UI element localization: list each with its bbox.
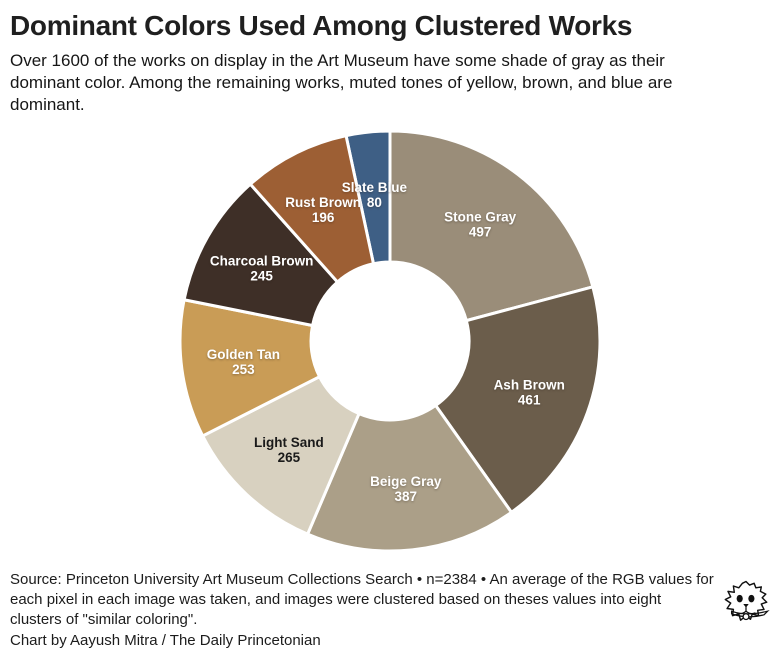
slice-label-slate-blue: Slate Blue 80 xyxy=(342,180,408,210)
slice-label-stone-gray: Stone Gray 497 xyxy=(444,210,517,240)
donut-slice-charcoal-brown xyxy=(182,182,339,327)
slice-label-charcoal-brown: Charcoal Brown 245 xyxy=(210,253,314,283)
slice-label-ash-brown: Ash Brown 461 xyxy=(494,377,565,407)
daily-princetonian-tiger-logo-icon xyxy=(724,580,770,621)
slice-label-beige-gray: Beige Gray 387 xyxy=(370,474,442,504)
chart-footer: Source: Princeton University Art Museum … xyxy=(10,570,715,651)
chart-subtitle: Over 1600 of the works on display in the… xyxy=(10,51,673,114)
slice-label-light-sand: Light Sand 265 xyxy=(254,435,324,465)
donut-slice-beige-gray xyxy=(306,403,513,553)
donut-slice-light-sand xyxy=(201,375,361,536)
slice-label-rust-brown: Rust Brown 196 xyxy=(285,195,361,225)
donut-slice-stone-gray xyxy=(388,129,595,323)
donut-slice-ash-brown xyxy=(434,285,602,514)
credit-line: Chart by Aayush Mitra / The Daily Prince… xyxy=(10,632,321,649)
donut-slice-rust-brown xyxy=(248,134,375,284)
slice-label-golden-tan: Golden Tan 253 xyxy=(207,347,280,377)
page-title: Dominant Colors Used Among Clustered Wor… xyxy=(10,10,633,41)
source-note: Source: Princeton University Art Museum … xyxy=(10,571,714,628)
